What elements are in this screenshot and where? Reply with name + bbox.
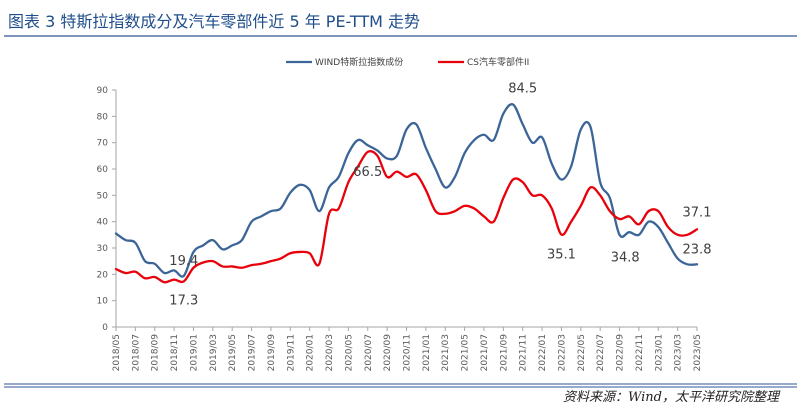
- annotation-label: 37.1: [683, 205, 712, 220]
- legend-label-2: CS汽车零部件II: [467, 56, 529, 68]
- x-tick-label: 2020/05: [344, 334, 354, 371]
- annotations: 84.5 66.5 19.4 17.3 35.1 34.8 37.1 23.8: [169, 81, 711, 308]
- x-tick-label: 2020/01: [306, 334, 316, 371]
- x-tick-label: 2021/05: [461, 334, 471, 371]
- annotation-label: 66.5: [353, 165, 382, 180]
- y-tick-label: 70: [97, 139, 109, 149]
- x-tick-label: 2023/01: [654, 334, 664, 371]
- axes: 0 10 20 30 40 50 60 70 80 90 2018/05 2018/07 2018/09…: [97, 86, 703, 371]
- x-tick-label: 2021/07: [480, 334, 490, 371]
- x-tick-label: 2019/07: [248, 334, 258, 371]
- y-tick-label: 40: [97, 218, 109, 228]
- x-tick-label: 2021/11: [519, 334, 529, 371]
- legend-label-1: WIND特斯拉指数成份: [315, 56, 403, 68]
- x-tick-label: 2019/05: [228, 334, 238, 371]
- series-line-1: [114, 102, 699, 278]
- x-tick-label: 2023/05: [693, 334, 703, 371]
- x-tick-label: 2018/09: [151, 334, 161, 372]
- x-tick-label: 2022/01: [538, 334, 548, 371]
- series-line-2: [114, 150, 699, 284]
- x-tick-label: 2019/11: [286, 334, 296, 371]
- x-tick-label: 2020/11: [403, 334, 413, 371]
- y-tick-label: 0: [102, 323, 108, 333]
- x-tick-label: 2021/03: [441, 334, 451, 371]
- y-tick-label: 20: [97, 270, 109, 280]
- x-tick-label: 2021/09: [499, 334, 509, 372]
- x-tick-label: 2022/11: [635, 334, 645, 371]
- x-tick-label: 2021/01: [422, 334, 432, 371]
- series-lines: [114, 102, 699, 284]
- y-tick-label: 60: [97, 165, 109, 175]
- x-tick-label: 2018/07: [131, 334, 141, 371]
- annotation-label: 23.8: [683, 242, 712, 257]
- y-tick-label: 10: [97, 297, 109, 307]
- legend: WIND特斯拉指数成份 CS汽车零部件II: [286, 56, 529, 68]
- x-tick-label: 2020/03: [325, 334, 335, 371]
- x-tick-label: 2022/05: [577, 334, 587, 371]
- annotation-label: 19.4: [169, 254, 198, 269]
- x-tick-label: 2018/11: [170, 334, 180, 371]
- x-tick-label: 2020/09: [383, 334, 393, 372]
- annotation-label: 34.8: [611, 250, 640, 265]
- x-tick-label: 2022/09: [616, 334, 626, 372]
- y-tick-label: 30: [97, 244, 109, 254]
- annotation-label: 35.1: [547, 248, 576, 263]
- x-tick-label: 2019/09: [267, 334, 277, 372]
- annotation-label: 17.3: [169, 293, 198, 308]
- y-tick-label: 90: [97, 86, 109, 96]
- x-tick-label: 2022/03: [557, 334, 567, 371]
- x-tick-label: 2018/05: [112, 334, 122, 371]
- x-tick-label: 2023/03: [674, 334, 684, 371]
- y-tick-label: 50: [97, 191, 109, 201]
- x-tick-label: 2019/01: [189, 334, 199, 371]
- x-tick-label: 2020/07: [364, 334, 374, 371]
- y-tick-label: 80: [97, 112, 109, 122]
- x-tick-label: 2019/03: [209, 334, 219, 371]
- source-note: 资料来源：Wind，太平洋研究院整理: [563, 390, 779, 405]
- figure-title: 图表 3 特斯拉指数成分及汽车零部件近 5 年 PE-TTM 走势: [8, 12, 421, 31]
- annotation-label: 84.5: [508, 81, 537, 96]
- x-tick-label: 2022/07: [596, 334, 606, 371]
